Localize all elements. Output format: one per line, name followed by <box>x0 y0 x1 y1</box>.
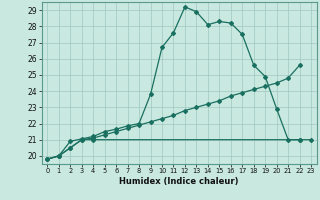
X-axis label: Humidex (Indice chaleur): Humidex (Indice chaleur) <box>119 177 239 186</box>
